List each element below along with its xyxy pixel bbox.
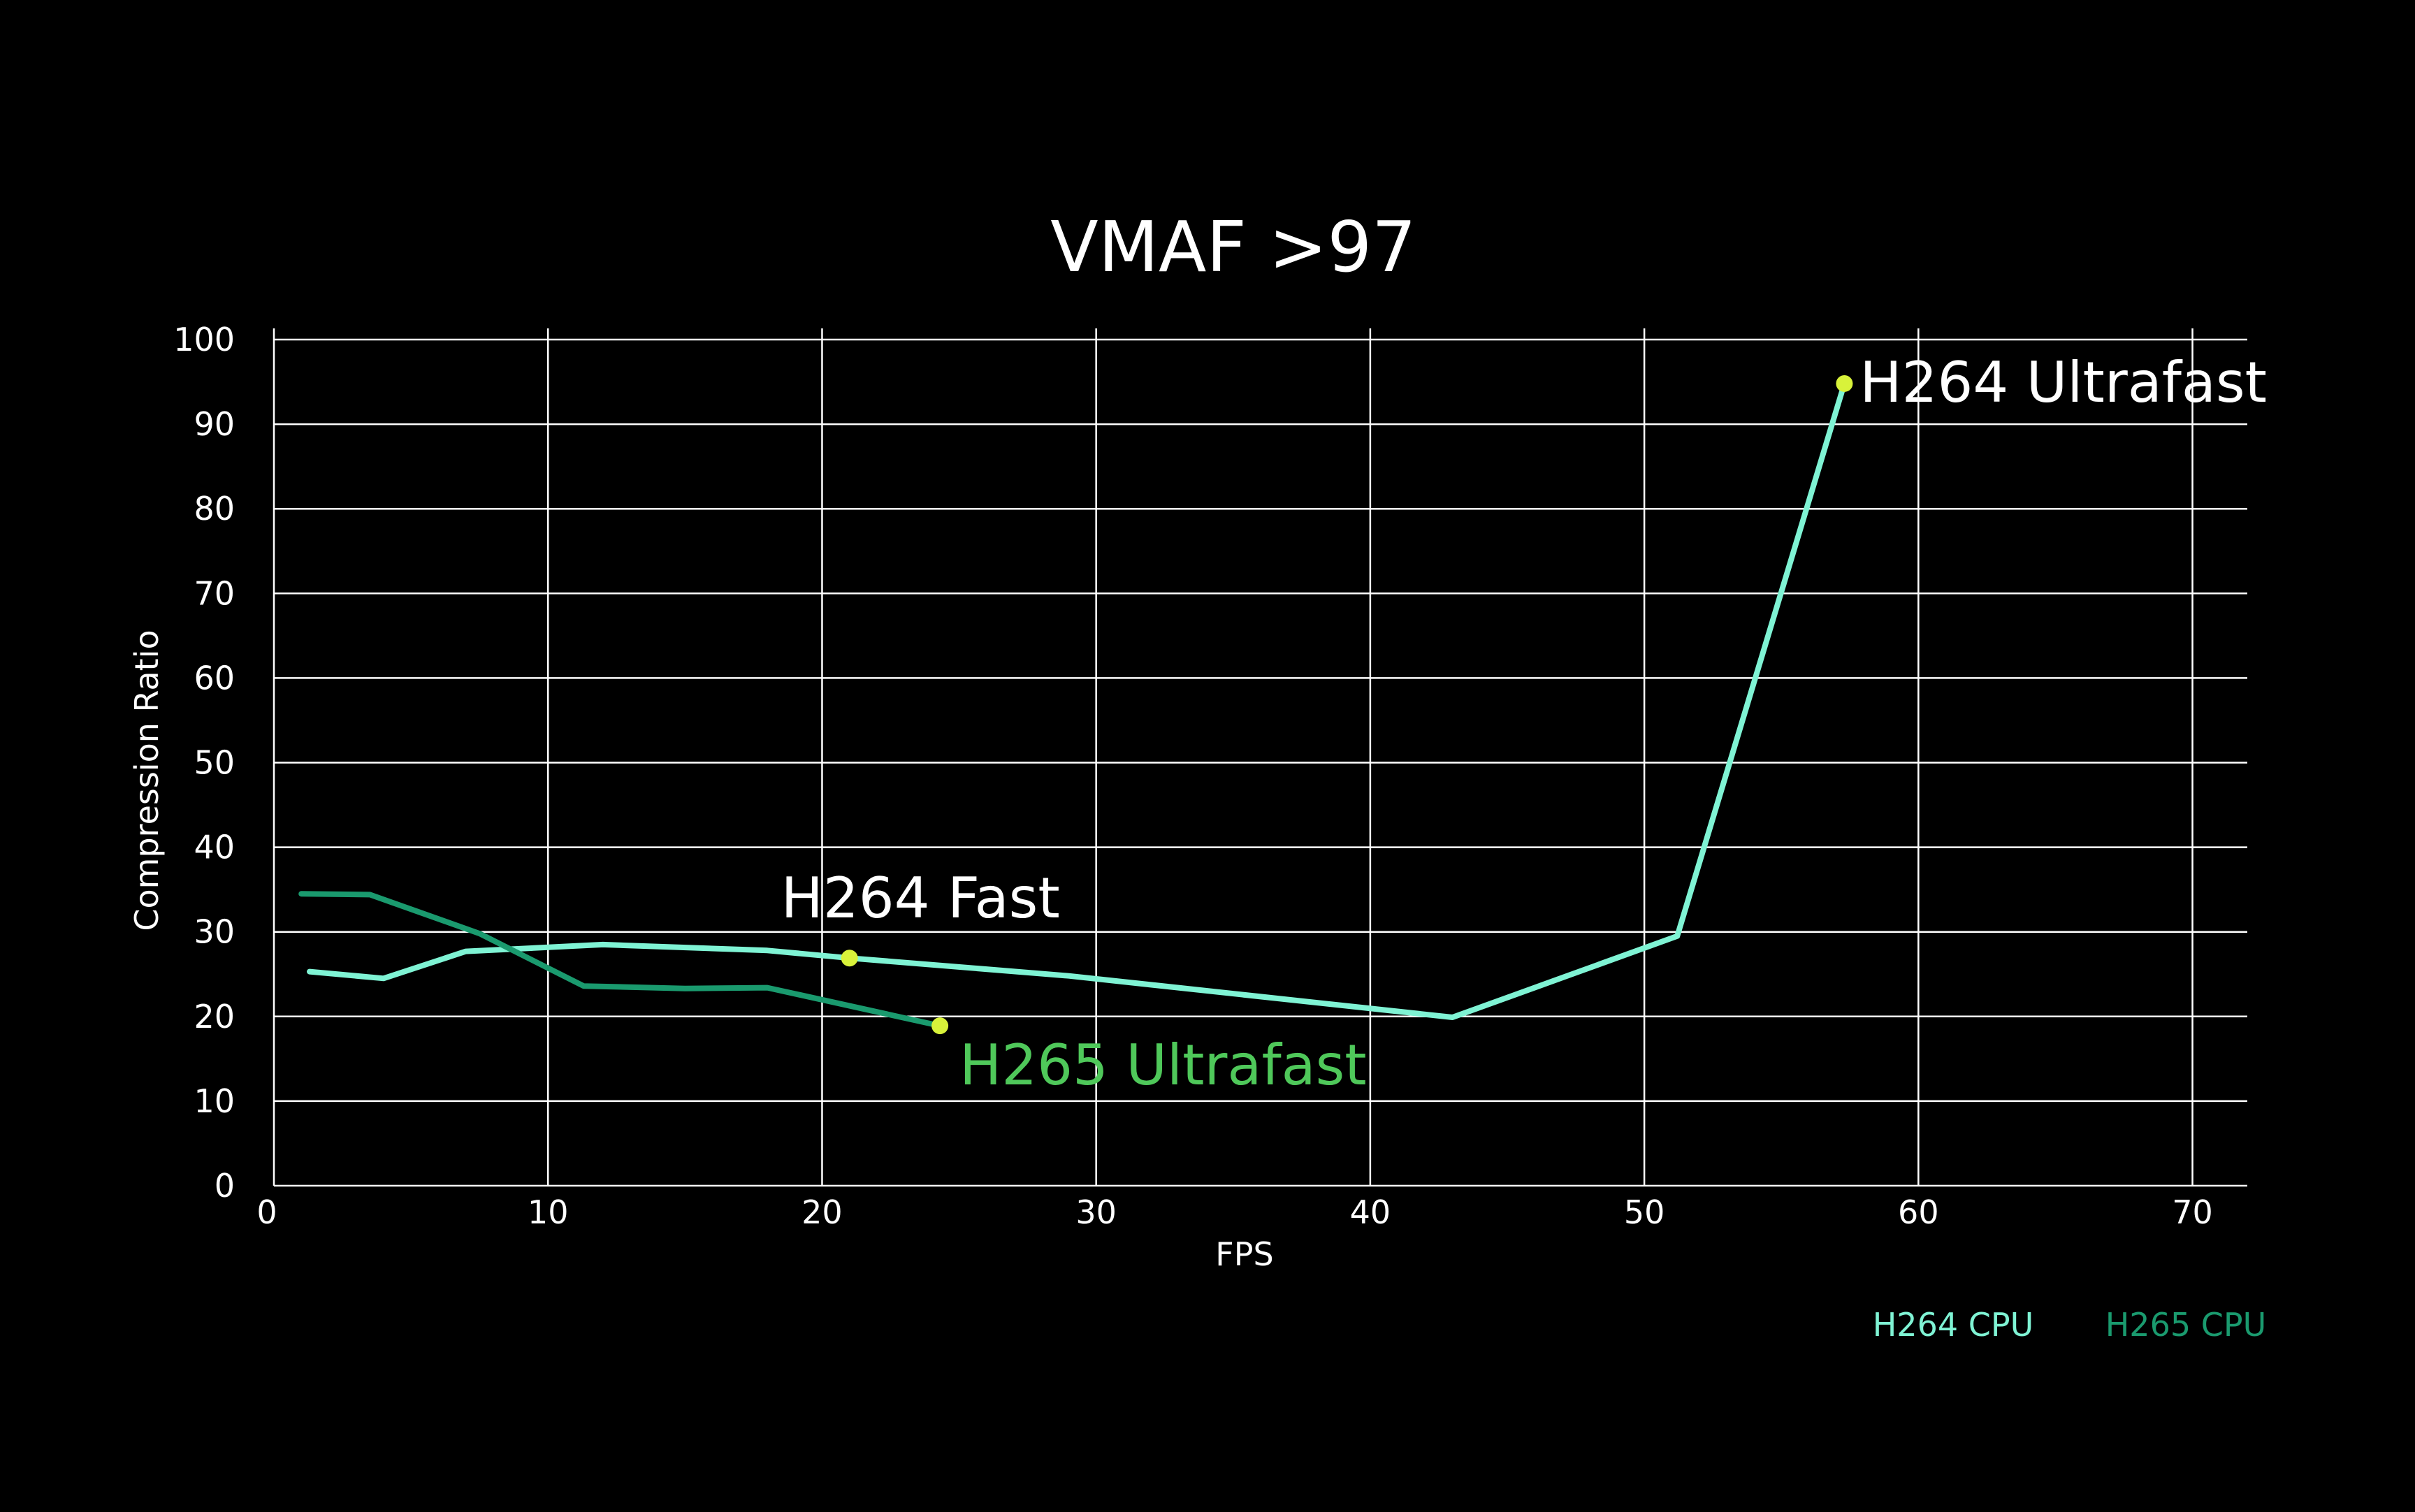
- y-tick-label: 80: [194, 490, 235, 528]
- y-tick-label: 100: [173, 321, 235, 358]
- y-tick-label: 0: [215, 1167, 235, 1205]
- x-tick-label: 40: [1350, 1193, 1391, 1231]
- x-tick-label: 60: [1898, 1193, 1939, 1231]
- y-tick-label: 20: [194, 998, 235, 1035]
- y-tick-label: 70: [194, 574, 235, 612]
- annotation-label: H265 Ultrafast: [959, 1033, 1367, 1098]
- x-tick-label: 10: [528, 1193, 569, 1231]
- tick-labels: 0 10 20 30 40 50 60 70 80 90 100 0 10 20 30 40 50 60 70: [173, 321, 2213, 1231]
- x-tick-label: 0: [256, 1193, 277, 1231]
- chart-title: VMAF >97: [1050, 206, 1416, 288]
- x-tick-label: 70: [2172, 1193, 2213, 1231]
- legend-item: H265 CPU: [2105, 1306, 2267, 1344]
- annotations: H264 Ultrafast H264 Fast H265 Ultrafast: [781, 350, 2267, 1098]
- x-tick-label: 30: [1075, 1193, 1117, 1231]
- annotation-marker: [841, 950, 858, 967]
- annotation-marker: [931, 1017, 949, 1035]
- grid: [273, 328, 2247, 1187]
- y-tick-label: 40: [194, 829, 235, 866]
- x-axis-label: FPS: [1215, 1235, 1273, 1273]
- legend-item: H264 CPU: [1873, 1306, 2034, 1344]
- series: [298, 381, 1848, 1029]
- y-axis-label: Compression Ratio: [128, 630, 166, 931]
- y-tick-label: 10: [194, 1082, 235, 1120]
- y-tick-label: 30: [194, 913, 235, 951]
- annotation-label: H264 Fast: [781, 866, 1060, 931]
- annotation-marker: [1836, 375, 1853, 392]
- x-tick-label: 20: [802, 1193, 843, 1231]
- x-tick-label: 50: [1624, 1193, 1665, 1231]
- series-line-h265-cpu: [298, 891, 943, 1029]
- y-tick-label: 90: [194, 405, 235, 443]
- y-tick-label: 60: [194, 659, 235, 697]
- annotation-label: H264 Ultrafast: [1859, 350, 2267, 415]
- legend: H264 CPU H265 CPU: [1873, 1306, 2267, 1344]
- series-line-h264-cpu: [307, 381, 1848, 1020]
- y-tick-label: 50: [194, 744, 235, 782]
